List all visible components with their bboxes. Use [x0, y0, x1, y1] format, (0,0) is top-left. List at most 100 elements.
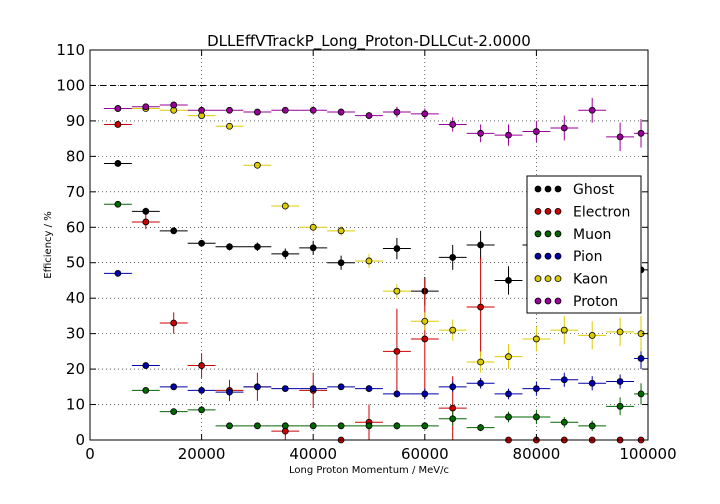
data-point	[281, 250, 289, 258]
data-point	[505, 353, 512, 361]
data-point	[281, 422, 289, 430]
y-axis-label: Efficiency / %	[43, 211, 54, 278]
data-point	[114, 121, 122, 128]
data-point	[337, 108, 345, 116]
data-point	[253, 161, 261, 169]
legend-marker	[554, 252, 562, 260]
data-point	[226, 122, 233, 130]
data-point	[449, 404, 457, 412]
data-point	[505, 390, 512, 398]
data-point	[114, 160, 122, 167]
data-point	[142, 362, 150, 369]
y-tick-label: 80	[66, 147, 85, 165]
data-point	[637, 129, 645, 137]
data-point	[616, 328, 624, 336]
legend-label: Electron	[573, 204, 630, 220]
y-tick-label: 60	[66, 218, 85, 236]
legend: Ghost Electron Muon Pion Kaon Proton	[526, 175, 642, 314]
data-point	[421, 390, 429, 398]
x-tick-label: 0	[85, 445, 95, 463]
data-point	[393, 245, 401, 252]
series-proton	[103, 97, 648, 152]
data-point	[281, 202, 289, 210]
data-point	[281, 106, 289, 114]
legend-marker	[534, 230, 542, 238]
data-point	[226, 422, 233, 430]
data-point	[533, 128, 540, 135]
data-point	[421, 110, 429, 118]
series-muon	[103, 200, 648, 432]
data-point	[421, 335, 429, 343]
data-point	[393, 287, 401, 295]
data-point	[449, 383, 457, 391]
data-point	[477, 303, 485, 311]
legend-marker	[534, 185, 542, 193]
x-tick-label: 80000	[513, 445, 561, 463]
legend-item-proton: Proton	[534, 294, 618, 310]
x-tick-label: 60000	[401, 445, 449, 463]
data-point	[337, 259, 345, 267]
data-point	[560, 376, 568, 384]
data-point	[142, 103, 150, 111]
data-point	[226, 243, 233, 251]
y-axis-ticks: 0 10 20 30 40 50 60 70 80 90 100 110	[56, 41, 648, 449]
data-point	[533, 413, 540, 421]
y-tick-label: 110	[56, 41, 85, 59]
data-point	[142, 386, 150, 394]
data-point	[114, 200, 122, 208]
data-point	[560, 418, 568, 426]
data-point	[114, 269, 122, 277]
y-tick-label: 10	[66, 396, 85, 414]
legend-box	[526, 175, 642, 314]
data-point	[198, 386, 206, 394]
data-point	[253, 108, 261, 116]
data-point	[449, 326, 457, 334]
legend-marker	[544, 297, 552, 305]
y-tick-label: 0	[75, 431, 85, 449]
plot-frame	[89, 49, 649, 441]
data-point	[142, 218, 150, 226]
data-point	[309, 106, 317, 114]
data-point	[588, 332, 596, 339]
data-point	[616, 133, 624, 141]
legend-label: Pion	[573, 249, 602, 265]
legend-marker	[554, 230, 562, 238]
data-point	[198, 406, 206, 414]
y-tick-label: 50	[66, 254, 85, 272]
data-point	[309, 223, 317, 231]
y-tick-label: 90	[66, 112, 85, 130]
data-point	[533, 385, 540, 392]
legend-marker	[544, 230, 552, 238]
legend-item-electron: Electron	[534, 204, 630, 220]
chart-title: DLLEffVTrackP_Long_Proton-DLLCut-2.0000	[207, 32, 531, 51]
legend-item-muon: Muon	[534, 227, 611, 243]
data-point	[637, 355, 645, 362]
data-point	[309, 422, 317, 430]
data-point	[393, 108, 401, 116]
legend-marker	[554, 185, 562, 193]
data-point	[616, 378, 624, 385]
data-point	[170, 408, 178, 416]
x-tick-label: 100000	[619, 445, 676, 463]
data-point	[170, 319, 178, 327]
data-point	[616, 402, 624, 410]
data-point	[449, 415, 457, 423]
data-point	[337, 383, 345, 391]
data-point	[449, 121, 457, 128]
legend-item-pion: Pion	[534, 249, 602, 265]
data-point	[170, 383, 178, 391]
legend-marker	[534, 297, 542, 305]
data-point	[365, 112, 373, 119]
legend-marker	[544, 185, 552, 193]
legend-marker	[534, 275, 542, 283]
data-point	[393, 347, 401, 355]
data-point	[226, 388, 233, 396]
data-point	[365, 422, 373, 430]
data-point	[477, 129, 485, 137]
series-kaon	[103, 105, 648, 373]
x-tick-label: 20000	[178, 445, 226, 463]
data-point	[421, 317, 429, 325]
legend-label: Proton	[573, 294, 618, 310]
data-point	[365, 257, 373, 265]
